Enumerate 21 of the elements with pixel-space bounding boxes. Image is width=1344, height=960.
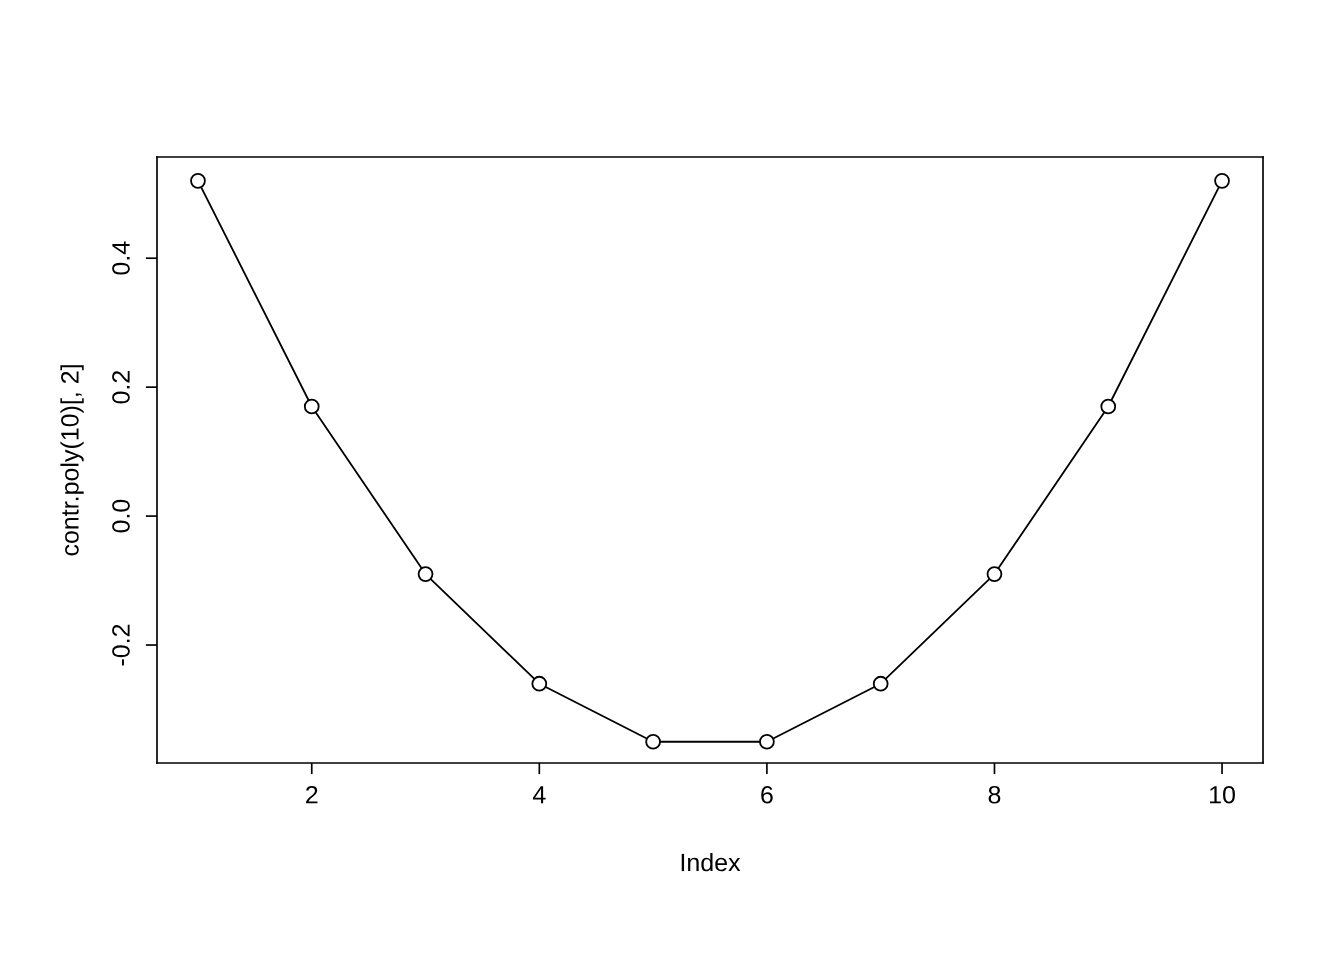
x-axis-title: Index (681, 852, 741, 872)
point (872, 675, 889, 692)
point (531, 675, 548, 692)
y-tick-label: 0.2 (112, 371, 130, 404)
x-tick-label: 2 (306, 785, 318, 804)
point (303, 398, 320, 415)
x-tick-label: 4 (532, 786, 546, 804)
point (1214, 173, 1230, 189)
point (986, 566, 1003, 582)
point (1100, 398, 1117, 415)
point (645, 733, 661, 750)
y-axis-title: contr.poly(10)[, 2] (60, 365, 84, 556)
y-tick-label: 0.4 (112, 241, 130, 275)
point (190, 173, 206, 189)
y-tick-label: 0.0 (112, 499, 130, 533)
x-tick-label: 8 (988, 785, 1001, 804)
x-tick-label: 10 (1210, 785, 1235, 804)
y-tick-label: -0.2 (112, 624, 130, 666)
point (759, 733, 775, 750)
x-tick-label: 6 (761, 785, 773, 804)
point (417, 566, 434, 582)
